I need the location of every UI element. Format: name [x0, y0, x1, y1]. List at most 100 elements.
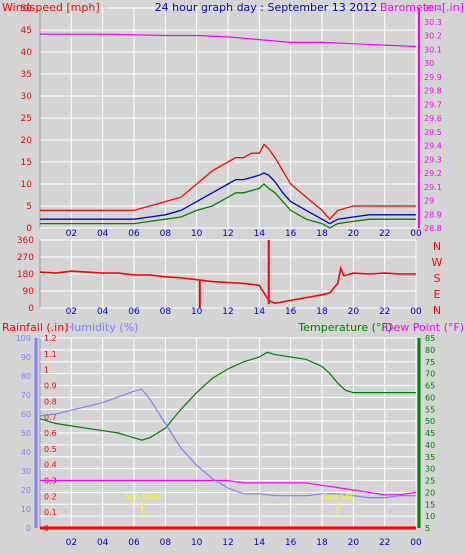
x-tick-label: 10: [191, 229, 203, 239]
direction-tick: 270: [17, 253, 34, 263]
windspeed-tick: 50: [21, 4, 33, 14]
graph-title: 24 hour graph day : September 13 2012: [155, 1, 378, 14]
rain-tick: 0.5: [44, 445, 57, 454]
x-tick-label: 22: [379, 307, 390, 317]
barometer-tick: 29.2: [424, 169, 442, 178]
wind-average-line: [40, 172, 416, 225]
windspeed-tick: 45: [21, 26, 32, 36]
barometer-tick: 29.6: [424, 114, 442, 123]
rain-tick: 0.9: [44, 382, 57, 391]
humidity-tick: 20: [21, 486, 31, 495]
windspeed-tick: 15: [21, 158, 32, 168]
windspeed-tick: 30: [21, 92, 33, 102]
x-tick-label: 16: [285, 307, 297, 317]
data-series: [39, 33, 417, 530]
temperature-label: Temperature (°F): [297, 321, 392, 334]
rain-tick: 0.1: [44, 508, 57, 517]
temperature-tick: 50: [425, 417, 435, 426]
x-tick-label: 00: [410, 538, 422, 548]
temperature-tick: 25: [425, 477, 435, 486]
rain-tick: 0.6: [44, 429, 57, 438]
humidity-tick: 80: [21, 372, 31, 381]
x-tick-label: 04: [97, 229, 109, 239]
temperature-tick: 85: [425, 334, 435, 343]
humidity-tick: 30: [21, 467, 31, 476]
rain-tick: 0.2: [44, 492, 57, 501]
x-tick-label: 14: [254, 307, 266, 317]
x-tick-label: 20: [348, 538, 360, 548]
humidity-label: Humidity (%): [66, 321, 138, 334]
x-tick-label: 20: [348, 307, 360, 317]
x-tick-label: 16: [285, 538, 297, 548]
wind-gust-line: [40, 143, 416, 221]
wind-speed-line: [40, 183, 416, 229]
temperature-tick: 20: [425, 488, 435, 497]
barometer-tick: 29.5: [424, 128, 442, 137]
x-tick-label: 20: [348, 229, 360, 239]
temperature-tick: 35: [425, 453, 435, 462]
humidity-tick: 90: [21, 353, 31, 362]
x-tick-label: 08: [160, 538, 172, 548]
barometer-tick: 30.2: [424, 32, 442, 41]
compass-label: W: [432, 256, 443, 269]
dewpoint-label: Dew Point (°F): [385, 321, 464, 334]
temperature-tick: 30: [425, 465, 435, 474]
x-tick-label: 10: [191, 538, 203, 548]
x-tick-label: 14: [254, 229, 266, 239]
x-tick-label: 12: [222, 229, 233, 239]
barometer-tick: 29.8: [424, 87, 442, 96]
compass-label: N: [433, 240, 441, 253]
x-tick-label: 02: [66, 307, 77, 317]
windspeed-tick: 25: [21, 114, 32, 124]
barometer-tick: 30.1: [424, 45, 442, 54]
x-tick-label: 18: [316, 538, 328, 548]
axis-labels: 0202020404040606060808081010101212121414…: [16, 4, 443, 548]
humidity-line: [39, 388, 416, 499]
x-tick-label: 18: [316, 307, 328, 317]
sunset-label: Sun Set: [322, 492, 353, 501]
humidity-tick: 0: [26, 524, 31, 533]
x-tick-label: 08: [160, 307, 172, 317]
x-tick-label: 12: [222, 538, 233, 548]
temperature-tick: 15: [425, 500, 435, 509]
temperature-tick: 5: [425, 524, 430, 533]
barometer-tick: 30.3: [424, 18, 442, 27]
rain-tick: 1.2: [44, 334, 57, 343]
x-tick-label: 00: [410, 307, 422, 317]
direction-tick: 0: [28, 304, 34, 314]
rain-tick: 1: [44, 366, 49, 375]
x-tick-label: 06: [128, 229, 140, 239]
compass-label: E: [434, 288, 441, 301]
windspeed-tick: 35: [21, 70, 32, 80]
humidity-tick: 40: [21, 448, 31, 457]
x-tick-label: 02: [66, 229, 77, 239]
windspeed-tick: 40: [21, 48, 33, 58]
barometer-tick: 29.4: [424, 142, 442, 151]
humidity-tick: 10: [21, 505, 31, 514]
direction-tick: 180: [17, 270, 34, 280]
barometer-label: Barometer [.in]: [380, 1, 464, 14]
temperature-line: [39, 351, 416, 441]
rainfall-label: Rainfall (.in): [2, 321, 69, 334]
barometer-line: [40, 33, 417, 48]
barometer-tick: 29.1: [424, 183, 442, 192]
barometer-tick: 29.9: [424, 73, 442, 82]
direction-tick: 360: [17, 236, 34, 246]
windspeed-tick: 10: [21, 180, 33, 190]
windspeed-tick: 20: [21, 136, 33, 146]
grid-lines: [40, 7, 417, 529]
annotations: Sun Rise Sun Set: [125, 492, 353, 518]
windspeed-tick: 0: [26, 224, 32, 234]
windspeed-label: Windspeed [mph]: [2, 1, 100, 14]
temperature-tick: 60: [425, 393, 435, 402]
humidity-tick: 60: [21, 410, 31, 419]
x-tick-label: 04: [97, 307, 109, 317]
temperature-tick: 10: [425, 512, 435, 521]
x-tick-label: 08: [160, 229, 172, 239]
sunrise-label: Sun Rise: [125, 492, 160, 501]
x-tick-label: 14: [254, 538, 266, 548]
dewpoint-line: [40, 479, 417, 496]
rain-tick: 0.7: [44, 413, 57, 422]
